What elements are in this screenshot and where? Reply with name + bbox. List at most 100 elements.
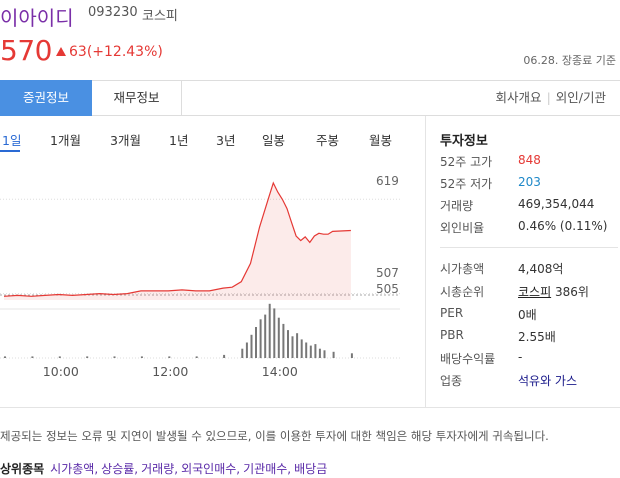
volume-bar <box>223 354 226 358</box>
volume-bar <box>300 339 303 358</box>
top-rank-link[interactable]: 외국인매수 <box>181 462 237 476</box>
up-triangle-icon <box>56 47 66 56</box>
volume-bar <box>314 344 317 359</box>
period-3m[interactable]: 3개월 <box>110 133 141 148</box>
volume-bar <box>4 356 6 358</box>
stock-code: 093230 <box>88 5 138 20</box>
period-selector: 1일 1개월 3개월 1년 3년 일봉 주봉 월봉 <box>0 130 425 148</box>
info-key: 시가총액 <box>440 262 485 276</box>
volume-bar <box>31 356 34 358</box>
info-value: 0.46% (0.11%) <box>518 219 608 233</box>
info-key: 52주 고가 <box>440 155 493 169</box>
info-key: 배당수익률 <box>440 352 496 366</box>
volume-bar <box>113 356 116 358</box>
top-rank-link[interactable]: 배당금 <box>294 462 328 476</box>
y-tick-label: 505 <box>376 282 399 296</box>
top-rank-link[interactable]: 기관매수 <box>243 462 288 476</box>
market-rank-link[interactable]: 코스피 <box>518 285 552 299</box>
volume-bar <box>318 348 321 358</box>
stock-name: 이아이디 <box>0 6 74 30</box>
current-price: 570 <box>0 34 52 67</box>
volume-bar <box>296 333 299 358</box>
top-rank-label: 상위종목 <box>0 462 45 476</box>
price-line <box>3 181 351 297</box>
volume-bar <box>195 356 198 358</box>
link-company-overview[interactable]: 회사개요 <box>495 90 542 105</box>
period-daily[interactable]: 일봉 <box>262 133 286 148</box>
period-1m[interactable]: 1개월 <box>50 133 81 148</box>
stock-market: 코스피 <box>142 9 178 24</box>
tab-financial-info[interactable]: 재무정보 <box>92 80 182 116</box>
top-rank: 상위종목 시가총액, 상승률, 거래량, 외국인매수, 기관매수, 배당금 <box>0 462 328 476</box>
period-weekly[interactable]: 주봉 <box>316 133 340 148</box>
info-value: 848 <box>518 153 541 167</box>
info-value: 203 <box>518 175 541 189</box>
info-value: 4,408억 <box>518 262 564 276</box>
period-active-underline <box>0 150 20 152</box>
volume-bar <box>58 356 61 358</box>
info-value: 2.55배 <box>518 330 556 344</box>
chart-info-divider <box>425 116 426 407</box>
info-value: - <box>518 350 523 364</box>
info-key: 외인비율 <box>440 221 485 235</box>
top-rank-link[interactable]: 시가총액 <box>50 462 95 476</box>
y-tick-label: 507 <box>376 266 399 280</box>
period-monthly[interactable]: 월봉 <box>369 133 393 148</box>
top-rank-link[interactable]: 거래량 <box>141 462 175 476</box>
price-change: 63(+12.43%) <box>56 44 163 60</box>
x-tick-label: 14:00 <box>262 364 298 379</box>
bottom-divider <box>0 407 620 408</box>
link-separator: | <box>546 90 551 105</box>
x-tick-label: 12:00 <box>152 364 188 379</box>
base-date: 06.28. 장종료 기준 <box>523 54 616 67</box>
volume-bar <box>241 348 244 358</box>
volume-bars <box>4 303 353 359</box>
info-key: 52주 저가 <box>440 177 493 191</box>
volume-bar <box>332 351 335 358</box>
volume-bar <box>323 350 326 359</box>
info-key: 거래량 <box>440 199 474 213</box>
y-axis-labels: 619 507 505 <box>376 174 399 296</box>
tab-bar: 증권정보 재무정보 회사개요 | 외인/기관 <box>0 80 620 116</box>
industry-link[interactable]: 석유와 가스 <box>518 374 578 388</box>
tab-stock-info[interactable]: 증권정보 <box>0 80 92 116</box>
volume-bar <box>259 319 262 359</box>
volume-bar <box>250 334 253 359</box>
market-rank: 386위 <box>554 285 589 299</box>
info-title: 투자정보 <box>440 134 488 149</box>
volume-bar <box>255 327 257 358</box>
info-key: 업종 <box>440 374 463 388</box>
period-3y[interactable]: 3년 <box>216 133 236 148</box>
volume-bar <box>305 342 308 358</box>
y-tick-label: 619 <box>376 174 399 188</box>
info-value: 469,354,044 <box>518 197 595 211</box>
volume-bar <box>309 345 312 358</box>
x-tick-label: 10:00 <box>43 364 79 379</box>
x-axis-labels: 10:00 12:00 14:00 <box>43 364 298 379</box>
volume-bar <box>168 356 171 358</box>
price-area <box>4 183 351 300</box>
volume-bar <box>273 308 276 358</box>
period-1y[interactable]: 1년 <box>169 133 189 148</box>
info-separator <box>440 247 618 248</box>
volume-bar <box>268 303 271 359</box>
volume-bar <box>245 342 248 358</box>
info-value: 0배 <box>518 308 537 322</box>
volume-bar <box>86 356 89 358</box>
info-key: PER <box>440 306 464 320</box>
volume-bar <box>264 314 267 358</box>
volume-bar <box>350 353 353 358</box>
volume-bar <box>140 356 143 358</box>
info-value: 코스피 386위 <box>518 283 589 300</box>
info-key: 시총순위 <box>440 285 485 299</box>
link-foreign-institution[interactable]: 외인/기관 <box>555 90 606 105</box>
volume-bar <box>282 323 285 358</box>
volume-bar <box>277 317 280 358</box>
right-links: 회사개요 | 외인/기관 <box>496 81 606 115</box>
period-1d[interactable]: 1일 <box>2 133 22 148</box>
info-key: PBR <box>440 328 464 342</box>
price-change-value: 63(+12.43%) <box>69 44 163 60</box>
volume-bar <box>291 336 294 358</box>
top-rank-link[interactable]: 상승률 <box>101 462 135 476</box>
disclaimer: 제공되는 정보는 오류 및 지연이 발생될 수 있으므로, 이를 이용한 투자에… <box>0 429 549 443</box>
